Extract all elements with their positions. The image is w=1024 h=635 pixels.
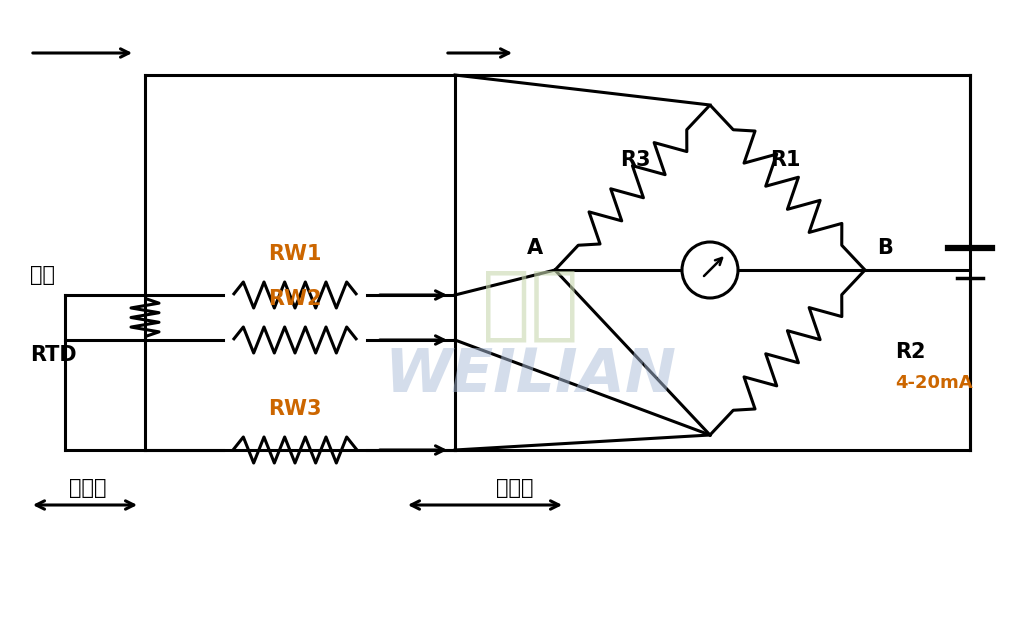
Text: WEILIAN: WEILIAN	[384, 345, 676, 404]
Text: RW1: RW1	[268, 244, 322, 264]
Text: A: A	[527, 238, 543, 258]
Text: RW3: RW3	[268, 399, 322, 419]
Text: RW2: RW2	[268, 289, 322, 309]
Text: R1: R1	[770, 149, 800, 170]
Text: 变送器: 变送器	[497, 478, 534, 498]
Text: R3: R3	[620, 149, 650, 170]
Circle shape	[682, 242, 738, 298]
Text: B: B	[877, 238, 893, 258]
Text: R2: R2	[895, 342, 926, 363]
Text: 4-20mA: 4-20mA	[895, 373, 973, 392]
Text: 传感器: 传感器	[69, 478, 106, 498]
Text: RTD: RTD	[30, 345, 77, 365]
Text: 三线: 三线	[30, 265, 55, 285]
Text: 维连: 维连	[481, 266, 579, 344]
